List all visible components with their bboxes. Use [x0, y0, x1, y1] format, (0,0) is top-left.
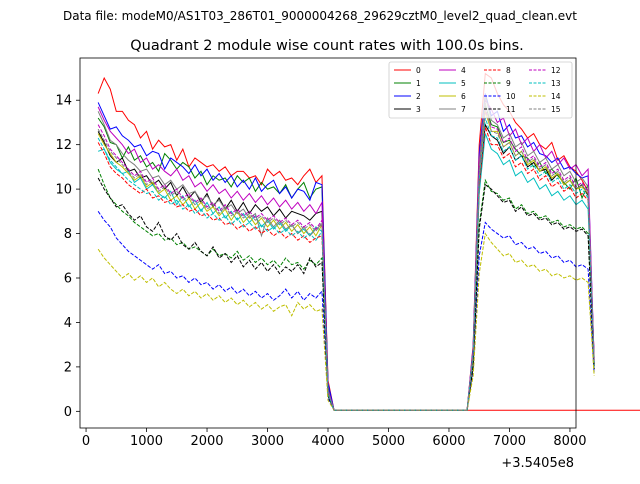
legend-box [388, 61, 573, 119]
x-tick-label-5000: 5000 [372, 434, 405, 449]
legend-label-14: 14 [551, 92, 561, 101]
legend-label-15: 15 [551, 105, 561, 114]
legend-label-10: 10 [506, 92, 516, 101]
series-line-11 [97, 177, 595, 411]
figure-suptitle: Data file: modeM0/AS1T03_286T01_90000042… [63, 9, 577, 23]
series-line-10 [97, 211, 595, 411]
legend-label-9: 9 [506, 79, 511, 88]
y-tick-label-0: 0 [64, 405, 72, 420]
legend-label-8: 8 [506, 66, 511, 75]
legend-label-5: 5 [461, 79, 466, 88]
x-tick-label-3000: 3000 [251, 434, 284, 449]
x-tick-label-8000: 8000 [553, 434, 586, 449]
y-tick-label-4: 4 [64, 316, 72, 331]
series-line-3 [97, 122, 595, 411]
legend-label-7: 7 [461, 105, 466, 114]
legend-label-0: 0 [416, 66, 421, 75]
y-tick-label-8: 8 [64, 227, 72, 242]
series-line-5 [97, 133, 595, 411]
legend-label-3: 3 [416, 105, 421, 114]
series-line-0 [97, 72, 640, 411]
x-axis-offset-label: +3.5405e8 [501, 456, 574, 471]
y-tick-label-2: 2 [64, 360, 72, 375]
y-tick-label-6: 6 [64, 272, 72, 287]
series-line-14 [97, 232, 595, 411]
x-tick-label-7000: 7000 [493, 434, 526, 449]
legend-label-1: 1 [416, 79, 421, 88]
series-line-15 [97, 102, 595, 411]
plot-area: 0 1000 2000 3000 4000 5000 6000 7000 80000246810… [55, 57, 640, 449]
y-tick-label-12: 12 [55, 138, 72, 153]
x-tick-label-0: 0 [82, 434, 90, 449]
legend-label-4: 4 [461, 66, 466, 75]
legend-label-2: 2 [416, 92, 421, 101]
series-line-4 [97, 98, 595, 411]
x-tick-label-2000: 2000 [190, 434, 223, 449]
legend-label-12: 12 [551, 66, 561, 75]
x-tick-label-1000: 1000 [130, 434, 163, 449]
x-tick-label-6000: 6000 [432, 434, 465, 449]
y-tick-label-10: 10 [55, 183, 72, 198]
y-tick-label-14: 14 [55, 94, 72, 109]
series-line-13 [97, 117, 595, 411]
legend-label-13: 13 [551, 79, 561, 88]
x-tick-label-4000: 4000 [311, 434, 344, 449]
chart-title: Quadrant 2 module wise count rates with … [130, 38, 524, 54]
legend-label-11: 11 [506, 105, 516, 114]
series-line-8 [97, 126, 595, 411]
series-line-7 [97, 95, 595, 411]
series-line-9 [97, 168, 595, 411]
legend-label-6: 6 [461, 92, 466, 101]
